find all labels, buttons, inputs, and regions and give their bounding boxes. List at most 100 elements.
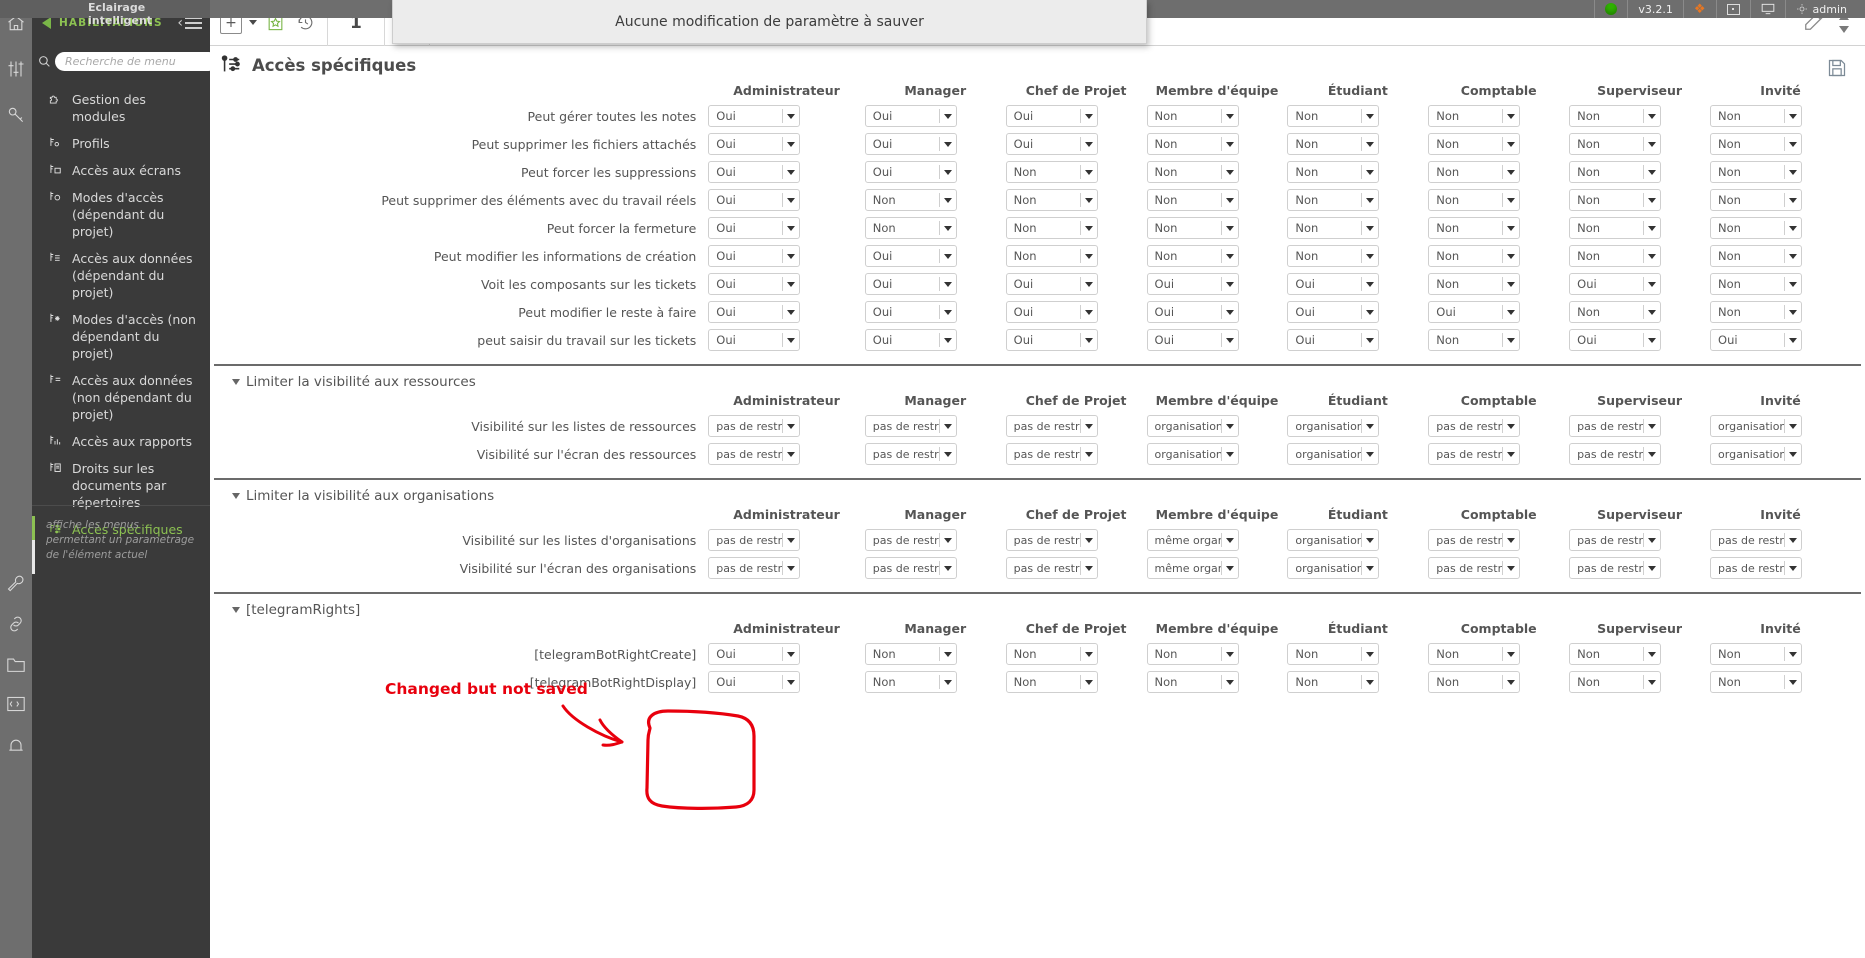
permission-select[interactable]: Non [1005,245,1098,267]
permission-select[interactable]: Oui [708,273,801,295]
chevron-down-icon[interactable] [1785,651,1801,657]
chevron-down-icon[interactable] [1222,651,1238,657]
chevron-down-icon[interactable] [1222,113,1238,119]
chevron-down-icon[interactable] [1503,651,1519,657]
permission-select[interactable]: pas de restricti [1005,529,1098,551]
permission-select[interactable]: Non [1005,217,1098,239]
permission-select[interactable]: Non [864,643,957,665]
chevron-down-icon[interactable] [1222,337,1238,343]
permission-select[interactable]: Non [1287,245,1380,267]
permission-select[interactable]: Non [1710,671,1803,693]
permission-select[interactable]: pas de restricti [708,415,801,437]
permission-select[interactable]: Oui [1710,329,1803,351]
chevron-down-icon[interactable] [1644,423,1660,429]
chevron-down-icon[interactable] [940,225,956,231]
permission-select[interactable]: Oui [1146,329,1239,351]
chevron-down-icon[interactable] [783,679,799,685]
permission-select[interactable]: Non [1005,189,1098,211]
chevron-down-icon[interactable] [1362,423,1378,429]
permission-select[interactable]: Oui [708,133,801,155]
chevron-down-icon[interactable] [1081,197,1097,203]
section-toggle-ressources[interactable]: Limiter la visibilité aux ressources [224,366,1851,392]
chevron-down-icon[interactable] [1362,309,1378,315]
permission-select[interactable]: Oui [1005,273,1098,295]
chevron-down-icon[interactable] [1644,253,1660,259]
chevron-down-icon[interactable] [1503,141,1519,147]
chevron-down-icon[interactable] [1503,565,1519,571]
chevron-down-icon[interactable] [1081,309,1097,315]
permission-select[interactable]: Non [864,671,957,693]
chevron-down-icon[interactable] [1503,253,1519,259]
permission-select[interactable]: Oui [1005,329,1098,351]
permission-select[interactable]: Oui [1569,329,1662,351]
menu-back-arrow-icon[interactable] [42,17,51,29]
chevron-down-icon[interactable] [1644,197,1660,203]
chevron-down-icon[interactable] [940,537,956,543]
chevron-down-icon[interactable] [1503,309,1519,315]
permission-select[interactable]: pas de restricti [1428,415,1521,437]
chevron-down-icon[interactable] [1644,651,1660,657]
permission-select[interactable]: pas de restricti [864,529,957,551]
permission-select[interactable]: Non [1710,643,1803,665]
chevron-down-icon[interactable] [1362,225,1378,231]
chevron-down-icon[interactable] [1644,225,1660,231]
permission-select[interactable]: Non [1287,161,1380,183]
permission-select[interactable]: Non [1146,245,1239,267]
permission-select[interactable]: Oui [864,301,957,323]
bell-icon[interactable] [0,724,32,768]
chevron-down-icon[interactable] [1785,169,1801,175]
chevron-down-icon[interactable] [1081,113,1097,119]
chevron-down-icon[interactable] [1222,423,1238,429]
permission-select[interactable]: Oui [1287,273,1380,295]
permission-select[interactable]: pas de restricti [708,529,801,551]
permission-select[interactable]: même organisa [1146,529,1239,551]
permission-select[interactable]: Non [1287,189,1380,211]
permission-select[interactable]: Non [1569,133,1662,155]
permission-select[interactable]: Oui [1146,273,1239,295]
chevron-down-icon[interactable] [1081,169,1097,175]
permission-select[interactable]: pas de restricti [1428,557,1521,579]
folder-icon[interactable] [0,644,32,684]
chevron-down-icon[interactable] [940,169,956,175]
permission-select[interactable]: Non [1569,643,1662,665]
chevron-down-icon[interactable] [783,141,799,147]
permission-select[interactable]: Oui [1005,133,1098,155]
permission-select[interactable]: pas de restricti [1005,557,1098,579]
chevron-down-icon[interactable] [783,651,799,657]
user-menu[interactable]: admin [1784,0,1857,18]
sidebar-item-acces-donnees-dependant[interactable]: Accès aux données (dépendant du projet) [32,245,210,306]
permission-select[interactable]: organisation et [1287,443,1380,465]
sidebar-item-profils[interactable]: Profils [32,130,210,157]
permission-select[interactable]: Oui [1428,301,1521,323]
permission-select[interactable]: Oui [1287,329,1380,351]
permission-select[interactable]: pas de restricti [864,443,957,465]
chevron-down-icon[interactable] [940,113,956,119]
menu-search-input[interactable] [55,51,218,71]
permission-select[interactable]: Non [1569,217,1662,239]
chevron-down-icon[interactable] [1644,337,1660,343]
permission-select[interactable]: Oui [1569,273,1662,295]
permission-select[interactable]: pas de restricti [1569,415,1662,437]
permission-select[interactable]: Non [1005,643,1098,665]
permission-select[interactable]: pas de restricti [1005,443,1098,465]
chevron-down-icon[interactable] [940,197,956,203]
chevron-down-icon[interactable] [1503,337,1519,343]
permission-select[interactable]: pas de restricti [1710,529,1803,551]
chevron-down-icon[interactable] [1644,537,1660,543]
chevron-down-icon[interactable] [1362,537,1378,543]
permission-select[interactable]: Non [1569,671,1662,693]
permission-select[interactable]: pas de restricti [1569,557,1662,579]
chevron-down-icon[interactable] [1785,197,1801,203]
permission-select[interactable]: même organisa [1146,557,1239,579]
permission-select[interactable]: pas de restricti [1569,529,1662,551]
chevron-down-icon[interactable] [1081,141,1097,147]
permission-select[interactable]: Oui [864,245,957,267]
permission-select[interactable]: Oui [864,329,957,351]
permission-select[interactable]: Non [1287,105,1380,127]
chevron-down-icon[interactable] [1785,423,1801,429]
chevron-down-icon[interactable] [783,169,799,175]
chevron-down-icon[interactable] [1503,225,1519,231]
permission-select[interactable]: organisation et [1287,415,1380,437]
chevron-down-icon[interactable] [1362,253,1378,259]
chevron-down-icon[interactable] [1785,253,1801,259]
